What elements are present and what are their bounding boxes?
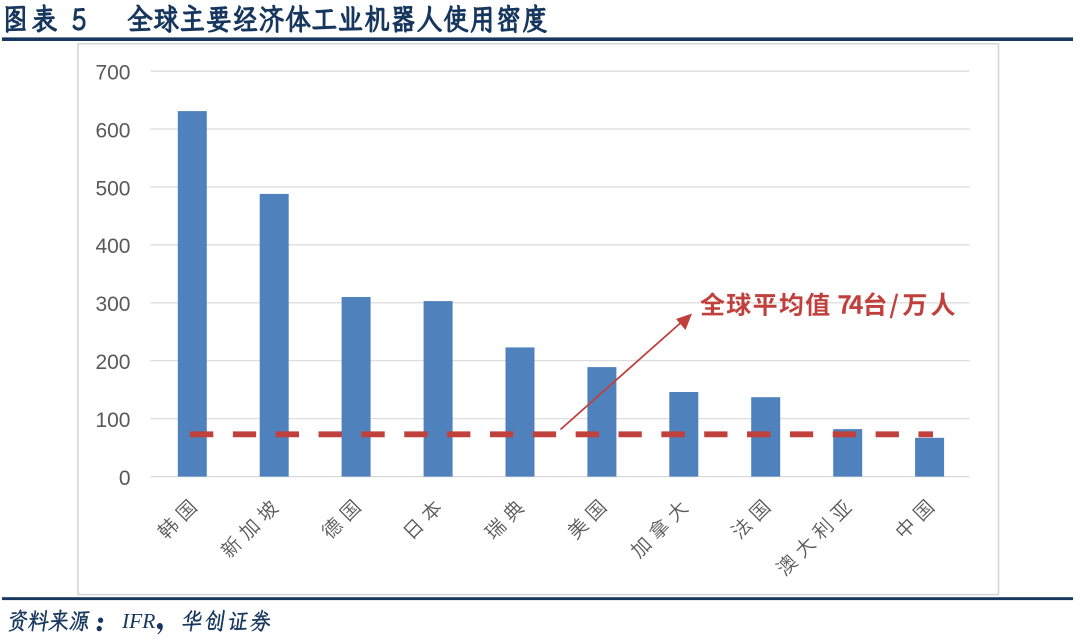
- svg-text:IFR: IFR: [121, 609, 155, 633]
- svg-text:300: 300: [95, 293, 130, 316]
- svg-text:700: 700: [95, 61, 130, 84]
- svg-text:500: 500: [95, 177, 130, 200]
- svg-text:400: 400: [95, 235, 130, 258]
- svg-text:600: 600: [95, 119, 130, 142]
- svg-text:0: 0: [119, 467, 131, 490]
- svg-text:100: 100: [95, 409, 130, 432]
- svg-text:200: 200: [95, 351, 130, 374]
